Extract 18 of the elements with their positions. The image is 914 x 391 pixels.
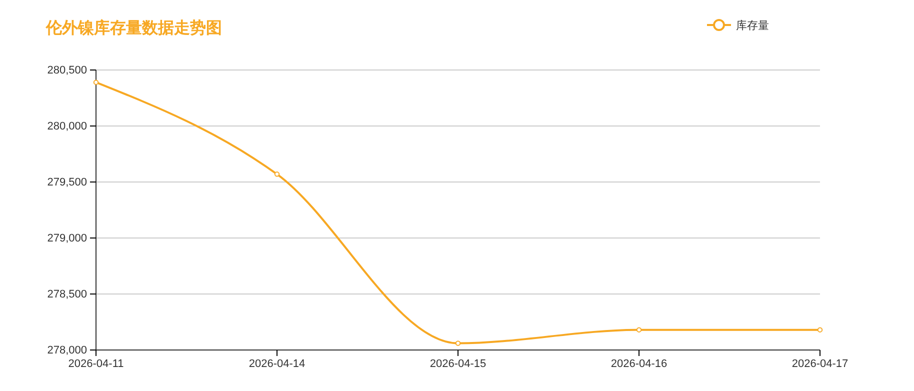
y-tick-label: 279,500 <box>47 176 87 189</box>
x-tick-label: 2026-04-11 <box>68 358 124 370</box>
y-tick-label: 280,000 <box>47 120 87 133</box>
legend-label: 库存量 <box>736 19 769 32</box>
y-tick-label: 279,000 <box>47 232 87 245</box>
point <box>274 172 280 177</box>
x-tick-label: 2026-04-16 <box>610 358 668 370</box>
x-tick-label: 2026-04-14 <box>248 358 306 370</box>
point <box>93 80 99 85</box>
x-tick-label: 2026-04-15 <box>430 358 486 370</box>
y-tick-label: 280,500 <box>47 64 87 77</box>
y-tick-label: 278,500 <box>47 288 87 301</box>
point <box>817 327 823 332</box>
y-tick-label: 278,000 <box>47 344 87 357</box>
point <box>636 327 642 332</box>
x-tick-label: 2026-04-17 <box>792 358 848 370</box>
point <box>455 340 461 346</box>
chart-title: 伦外镍库存量数据走势图 <box>45 18 222 37</box>
